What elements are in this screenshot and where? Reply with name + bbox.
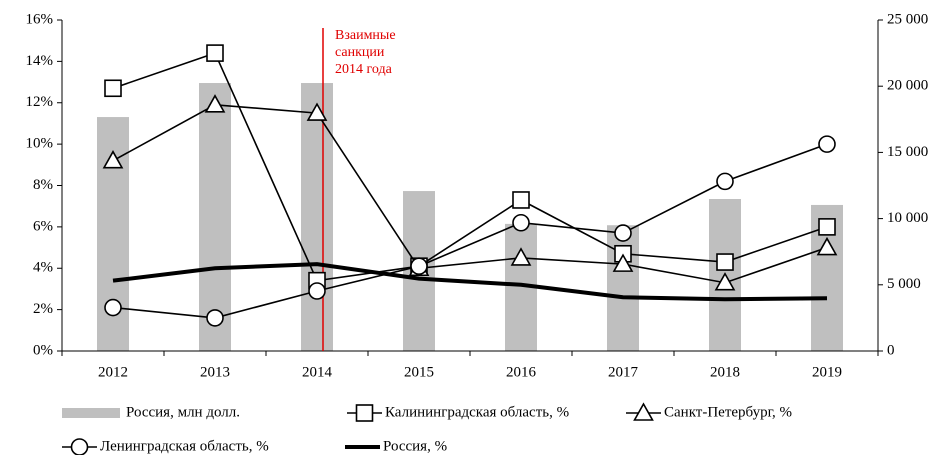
marker [104, 298, 122, 317]
line [112, 262, 828, 302]
marker [512, 191, 530, 209]
y2-tick-label: 25 000 [887, 11, 928, 27]
annotation-text: санкции [335, 45, 385, 60]
legend-swatch [62, 408, 120, 418]
x-tick-label: 2018 [710, 364, 740, 380]
marker [102, 150, 124, 169]
x-tick-label: 2019 [812, 364, 842, 380]
marker [206, 309, 224, 327]
y2-tick-label: 15 000 [887, 144, 928, 160]
y-tick-label: 2% [33, 301, 53, 317]
x-tick-label: 2012 [98, 364, 128, 380]
legend-label: Калининградская область, % [385, 404, 569, 420]
bar [301, 83, 333, 351]
y2-tick-label: 10 000 [887, 210, 928, 226]
legend-marker [355, 404, 374, 422]
marker [306, 102, 328, 121]
y2-tick-label: 20 000 [887, 78, 928, 94]
bar [199, 83, 231, 351]
y2-tick-label: 5 000 [887, 276, 921, 292]
marker [818, 218, 836, 236]
marker [612, 253, 634, 272]
marker [410, 257, 428, 275]
legend-marker [633, 402, 654, 421]
legend-label: Санкт-Петербург, % [664, 404, 792, 420]
marker [510, 247, 532, 266]
x-tick-label: 2016 [506, 364, 537, 380]
y-tick-label: 10% [26, 136, 54, 152]
marker [104, 79, 122, 98]
x-tick-label: 2015 [404, 364, 434, 380]
marker [716, 253, 734, 271]
y-tick-label: 8% [33, 177, 53, 193]
marker [308, 282, 326, 300]
y2-tick-label: 0 [887, 342, 895, 358]
bar [607, 225, 639, 351]
y-tick-label: 0% [33, 342, 53, 358]
line [112, 52, 828, 282]
line [112, 104, 828, 284]
marker [716, 172, 734, 191]
legend-label: Россия, % [383, 438, 447, 454]
marker [816, 236, 838, 256]
y-tick-label: 12% [26, 94, 54, 110]
marker [512, 213, 530, 232]
annotation-text: Взаимные [335, 28, 396, 43]
legend-label: Россия, млн долл. [126, 404, 240, 420]
y-tick-label: 16% [26, 11, 54, 27]
line [112, 143, 828, 319]
x-tick-label: 2014 [302, 364, 333, 380]
x-tick-label: 2013 [200, 364, 230, 380]
marker [614, 224, 632, 242]
marker [204, 94, 226, 113]
marker [714, 272, 736, 291]
y-tick-label: 4% [33, 260, 53, 276]
y-tick-label: 14% [26, 53, 54, 69]
marker [818, 135, 836, 153]
legend-label: Ленинградская область, % [100, 438, 269, 454]
legend-marker [70, 438, 89, 455]
annotation-text: 2014 года [335, 62, 393, 77]
x-tick-label: 2017 [608, 364, 639, 380]
marker [206, 44, 224, 62]
y-tick-label: 6% [33, 218, 53, 234]
